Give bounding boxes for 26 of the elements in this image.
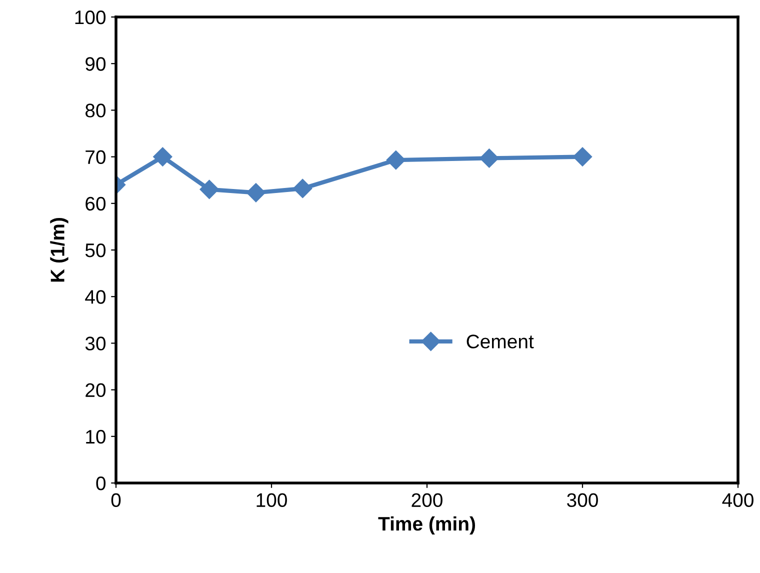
- point: [572, 147, 592, 166]
- y-tick-label: 50: [85, 243, 106, 258]
- y-tick-label: 10: [86, 430, 106, 444]
- point: [153, 147, 172, 166]
- y-axis-title: K (1/m): [50, 218, 68, 282]
- y-tick-label: 0: [96, 476, 106, 490]
- point: [293, 178, 312, 198]
- x-tick-label: 300: [567, 493, 598, 508]
- y-tick-label: 60: [86, 196, 106, 211]
- x-tick-label: 400: [722, 493, 754, 508]
- legend-label: Cement: [466, 334, 534, 348]
- point: [386, 150, 406, 170]
- x-axis-title: Time (min): [378, 516, 476, 535]
- y-tick-label: 80: [85, 104, 106, 118]
- y-tick-label: 30: [85, 336, 106, 350]
- y-tick-label: 70: [86, 150, 106, 164]
- x-tick-label: 100: [256, 493, 287, 508]
- y-tick-label: 90: [86, 57, 106, 71]
- point: [480, 148, 499, 168]
- point: [246, 183, 266, 202]
- y-tick-label: 20: [86, 383, 106, 398]
- x-tick-label: 0: [111, 493, 121, 508]
- y-tick-label: 40: [85, 290, 106, 304]
- y-tick-label: 100: [75, 10, 106, 24]
- point: [200, 180, 219, 199]
- x-tick-label: 200: [412, 493, 442, 508]
